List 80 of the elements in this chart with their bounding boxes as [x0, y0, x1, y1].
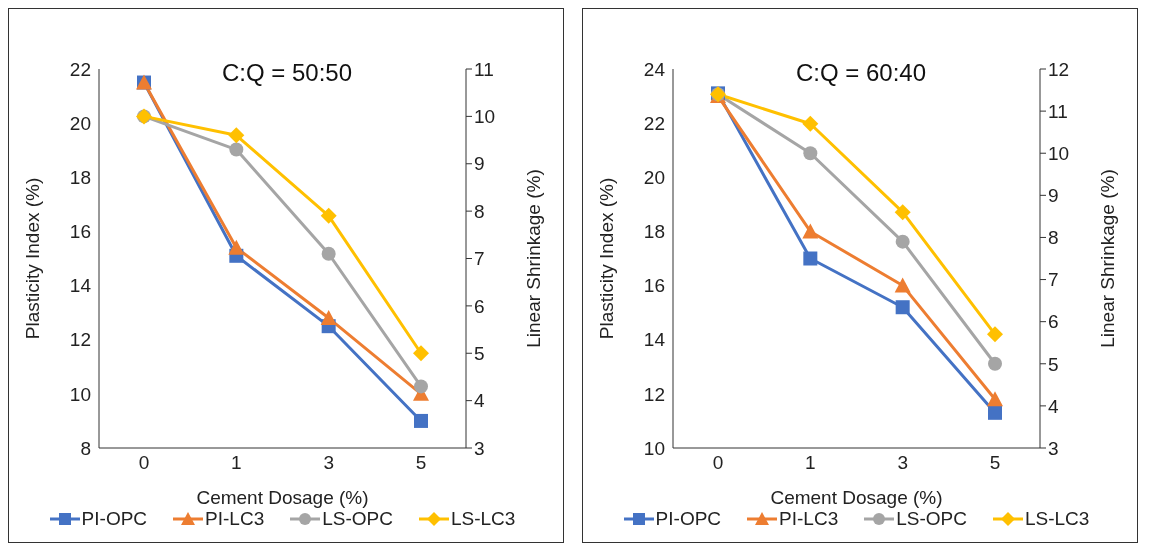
point: [802, 115, 819, 132]
point: [987, 326, 1003, 343]
y2-tick-label: 10: [474, 106, 496, 128]
y-tick-label: 14: [69, 275, 92, 297]
y-tick-label: 12: [69, 329, 91, 351]
point: [987, 391, 1003, 407]
point: [414, 413, 428, 428]
point: [321, 246, 336, 261]
y2-tick-label: 3: [1048, 437, 1059, 459]
legend-label: LS-OPC: [895, 508, 967, 530]
y-tick-label: 10: [69, 383, 91, 405]
point: [802, 223, 819, 239]
point: [803, 251, 818, 266]
y-tick-label: 10: [643, 437, 665, 459]
point: [894, 277, 911, 293]
legend-label: PI-OPC: [80, 508, 148, 530]
point: [895, 300, 910, 315]
y2-tick-label: 11: [474, 58, 494, 80]
legend-label: LS-LC3: [449, 508, 516, 530]
y2-tick-label: 3: [474, 437, 485, 459]
y2-tick-label: 6: [1048, 311, 1059, 333]
x-tick-label: 0: [712, 452, 724, 474]
y2-axis-title: Linear Shrinkage (%): [1096, 169, 1118, 348]
y2-axis-title: Linear Shrinkage (%): [522, 169, 544, 348]
y-tick-label: 22: [69, 58, 91, 80]
x-tick-label: 3: [323, 452, 334, 474]
x-axis-title: Cement Dosage (%): [196, 487, 369, 508]
x-tick-label: 0: [138, 452, 150, 474]
x-tick-label: 1: [805, 452, 816, 474]
y-tick-label: 16: [643, 275, 665, 297]
legend-label: LS-OPC: [321, 508, 393, 530]
y-tick-label: 8: [80, 437, 91, 459]
point: [228, 127, 245, 144]
point: [988, 356, 1002, 371]
y2-tick-label: 6: [474, 295, 485, 317]
x-tick-label: 5: [415, 452, 427, 474]
y-tick-label: 20: [69, 112, 91, 134]
point: [320, 207, 337, 224]
y-axis-title: Plasticity Index (%): [595, 177, 617, 340]
point: [894, 204, 911, 221]
y2-tick-label: 5: [474, 342, 485, 364]
y-tick-label: 12: [643, 383, 665, 405]
y2-tick-label: 9: [474, 153, 485, 175]
point: [413, 345, 429, 362]
y-tick-label: 18: [69, 167, 91, 189]
y2-tick-label: 8: [1048, 227, 1059, 249]
chart-title: C:Q = 60:40: [795, 59, 927, 86]
y-tick-label: 20: [643, 167, 665, 189]
point: [414, 379, 428, 394]
y2-tick-label: 12: [1048, 58, 1070, 80]
y2-tick-label: 11: [1048, 100, 1068, 122]
y2-tick-label: 9: [1048, 185, 1059, 207]
legend-label: PI-OPC: [654, 508, 722, 530]
x-tick-label: 1: [231, 452, 242, 474]
y-tick-label: 16: [69, 221, 91, 243]
y2-tick-label: 4: [1048, 395, 1059, 417]
point: [229, 142, 244, 157]
point: [895, 234, 910, 249]
legend-label: PI-LC3: [204, 508, 265, 530]
point: [320, 310, 337, 326]
y2-tick-label: 4: [474, 390, 485, 412]
y-tick-label: 22: [643, 112, 665, 134]
y2-tick-label: 5: [1048, 353, 1059, 375]
y2-tick-label: 7: [474, 248, 485, 270]
y-tick-label: 14: [643, 329, 666, 351]
point: [228, 239, 245, 255]
y2-tick-label: 10: [1048, 142, 1070, 164]
point: [803, 146, 818, 161]
y-tick-label: 24: [643, 58, 666, 80]
x-tick-label: 5: [989, 452, 1001, 474]
y-tick-label: 18: [643, 221, 665, 243]
y2-tick-label: 7: [1048, 269, 1059, 291]
y-axis-title: Plasticity Index (%): [21, 177, 43, 340]
chart-title: C:Q = 50:50: [221, 59, 353, 86]
legend-label: PI-LC3: [778, 508, 839, 530]
legend-label: LS-LC3: [1023, 508, 1090, 530]
x-tick-label: 3: [897, 452, 908, 474]
x-axis-title: Cement Dosage (%): [770, 487, 943, 508]
y2-tick-label: 8: [474, 200, 485, 222]
point: [988, 405, 1002, 420]
